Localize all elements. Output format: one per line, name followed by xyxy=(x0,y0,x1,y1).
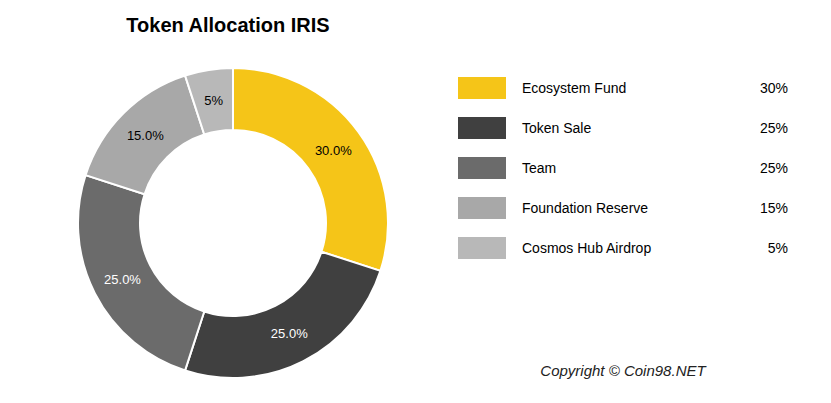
svg-text:15.0%: 15.0% xyxy=(127,128,164,143)
html-text:30%: 30% xyxy=(760,80,788,96)
html-text:Team: Team xyxy=(522,160,557,176)
html-text:Ecosystem Fund: Ecosystem Fund xyxy=(522,80,627,96)
html-text:25%: 25% xyxy=(760,160,788,176)
svg-text:25.0%: 25.0% xyxy=(271,326,308,341)
html-text:25%: 25% xyxy=(760,120,788,136)
html-text:Token Allocation IRIS: Token Allocation IRIS xyxy=(126,14,330,36)
html-text:Copyright © Coin98.NET: Copyright © Coin98.NET xyxy=(540,362,706,379)
html-text:5%: 5% xyxy=(767,240,788,256)
html-text:Token Sale: Token Sale xyxy=(522,120,592,136)
html-text:Cosmos Hub Airdrop: Cosmos Hub Airdrop xyxy=(522,240,652,256)
html-text:15%: 15% xyxy=(760,200,788,216)
svg-text:5%: 5% xyxy=(204,93,223,108)
svg-text:25.0%: 25.0% xyxy=(104,272,141,287)
html-text:Foundation Reserve: Foundation Reserve xyxy=(522,200,649,216)
svg-text:30.0%: 30.0% xyxy=(315,143,352,158)
